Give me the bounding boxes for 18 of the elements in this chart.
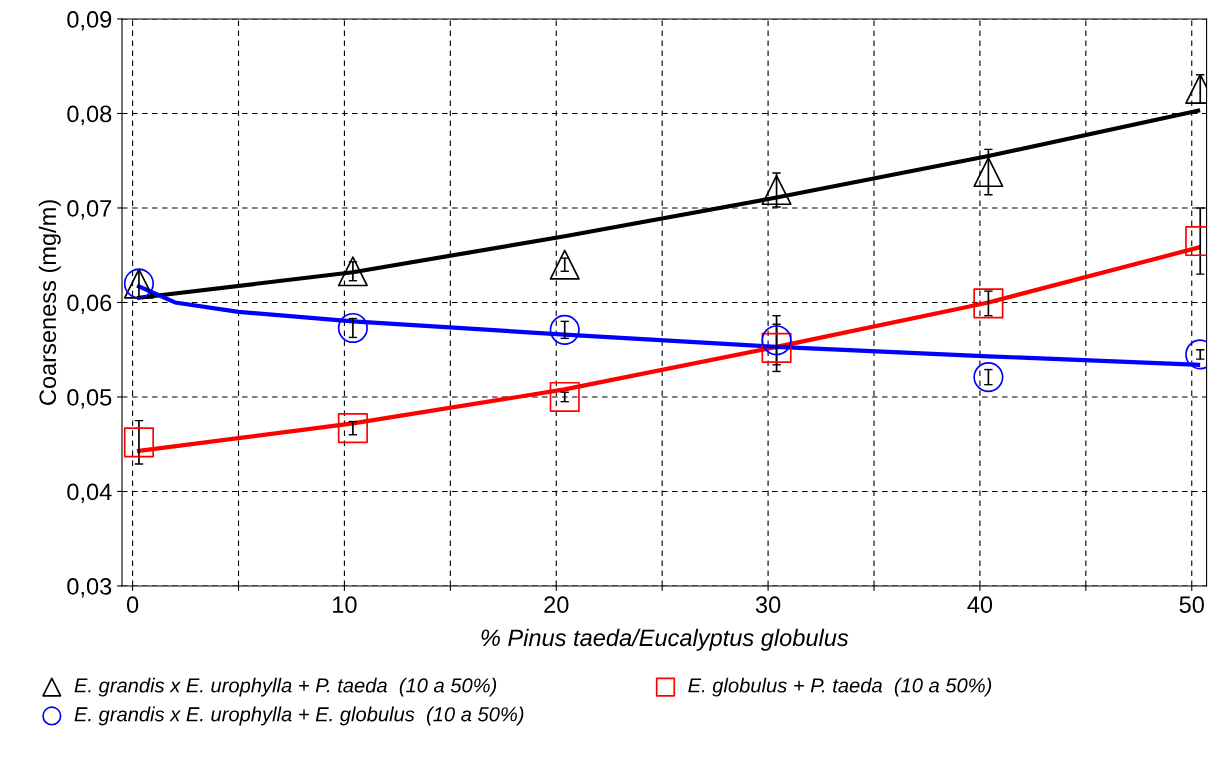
legend-label: E. grandis x E. urophylla + E. globulus (10 a 50%) <box>74 706 524 726</box>
x-tick-label: 20 <box>544 596 569 614</box>
y-tick-label: 0,06 <box>67 294 112 315</box>
x-tick-label: 50 <box>1179 596 1204 614</box>
legend-label: E. grandis x E. urophylla + P. taeda (10 a 50%) <box>74 677 497 697</box>
x-tick-label: 40 <box>967 596 993 614</box>
x-axis-title: % Pinus taeda/Eucalyptus globulus <box>481 628 849 651</box>
y-tick-label: 0,09 <box>67 11 112 31</box>
y-tick-label: 0,05 <box>67 389 112 409</box>
y-tick-label: 0,08 <box>67 105 112 126</box>
legend-label: E. globulus + P. taeda (10 a 50%) <box>688 677 992 697</box>
x-tick-label: 0 <box>126 596 139 614</box>
x-tick-label: 30 <box>755 596 781 614</box>
y-tick-label: 0,07 <box>67 200 112 220</box>
y-tick-label: 0,03 <box>67 578 112 598</box>
y-tick-label: 0,04 <box>67 483 112 504</box>
x-tick-label: 10 <box>333 596 357 614</box>
y-axis-title: Coarseness (mg/m) <box>38 200 61 405</box>
